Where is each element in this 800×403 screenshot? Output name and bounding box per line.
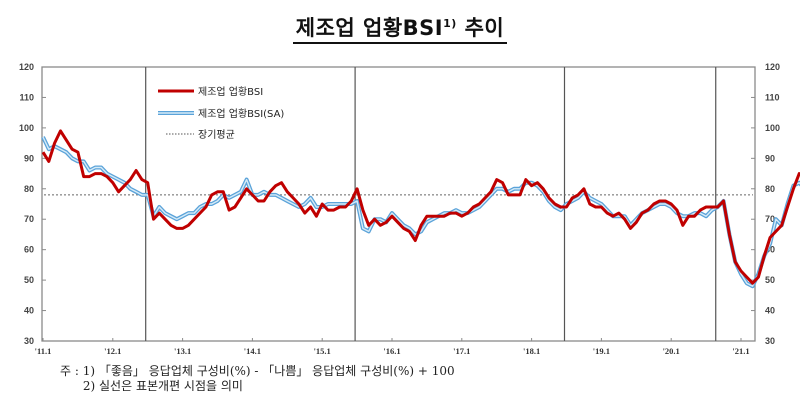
x-axis-label: '14.1: [244, 346, 261, 356]
y-axis-label-right: 90: [765, 153, 775, 163]
y-axis-label-left: 60: [24, 245, 34, 255]
y-axis-label-right: 100: [765, 123, 780, 133]
x-axis-label: '12.1: [104, 346, 121, 356]
x-axis-label: '19.1: [593, 346, 610, 356]
y-axis-label-right: 40: [765, 306, 775, 316]
y-axis-label-right: 30: [765, 336, 775, 346]
x-axis-label: '11.1: [35, 346, 52, 356]
chart-title-footnote-ref: 1): [443, 17, 457, 30]
series-line-sa-inner: [42, 136, 800, 287]
x-axis-label: '13.1: [174, 346, 191, 356]
y-axis-label-left: 30: [24, 336, 34, 346]
y-axis-label-left: 100: [19, 123, 34, 133]
chart-title: 제조업 업황BSI1) 추이: [0, 12, 800, 44]
x-axis-label: '18.1: [523, 346, 540, 356]
chart-series: [41, 129, 800, 289]
x-axis-label: '16.1: [383, 346, 400, 356]
chart-notes: 주 : 1) 「좋음」 응답업체 구성비(%) - 「나쁨」 응답업체 구성비(…: [60, 364, 455, 394]
note-2: 2) 실선은 표본개편 시점을 의미: [60, 379, 243, 393]
legend-label: 제조업 업황BSI: [198, 85, 263, 98]
y-axis-label-right: 50: [765, 275, 775, 285]
y-axis-label-left: 90: [24, 153, 34, 163]
chart-title-suffix: 추이: [464, 16, 505, 40]
y-axis-label-right: 60: [765, 245, 775, 255]
chart-axes: 30 30 40 40 50 50 60 60 70 70 80 80 90 90 100 100 110 110…: [19, 62, 780, 356]
y-axis-label-left: 110: [19, 92, 34, 102]
note-1: 주 : 1) 「좋음」 응답업체 구성비(%) - 「나쁨」 응답업체 구성비(…: [60, 364, 455, 378]
x-axis-label: '20.1: [663, 346, 680, 356]
y-axis-label-left: 40: [24, 306, 34, 316]
y-axis-label-right: 120: [765, 62, 780, 72]
y-axis-label-right: 80: [765, 184, 775, 194]
x-axis-label: '21.1: [732, 346, 749, 356]
legend-label: 제조업 업황BSI(SA): [198, 107, 284, 120]
plot-frame: [41, 66, 756, 342]
y-axis-label-right: 110: [765, 92, 780, 102]
legend-label: 장기평균: [198, 129, 235, 141]
series-line-original: [41, 129, 800, 285]
y-axis-label-left: 50: [24, 275, 34, 285]
y-axis-label-left: 70: [24, 214, 34, 224]
chart-title-main: 제조업 업황BSI: [295, 16, 444, 40]
x-axis-label: '15.1: [314, 346, 331, 356]
x-axis-label: '17.1: [453, 346, 470, 356]
chart-legend: 제조업 업황BSI 제조업 업황BSI(SA) 장기평균: [158, 85, 284, 141]
y-axis-label-left: 80: [24, 184, 34, 194]
y-axis-label-left: 120: [19, 62, 34, 72]
y-axis-label-right: 70: [765, 214, 775, 224]
